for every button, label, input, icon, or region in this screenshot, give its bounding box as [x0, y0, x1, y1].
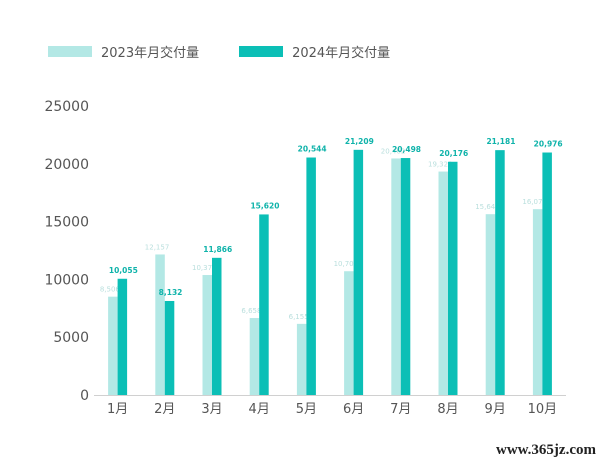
- y-tick-label: 0: [80, 388, 89, 404]
- data-label-2024-1: 10,055: [109, 266, 138, 275]
- legend-swatch-2023: [48, 46, 92, 57]
- bar-2023-7: [391, 158, 401, 395]
- data-label-2024-6: 21,209: [345, 137, 374, 146]
- legend-item-2023: 2023年月交付量: [48, 42, 199, 61]
- data-label-2024-3: 11,866: [203, 245, 232, 254]
- data-label-2023-8: 19,329: [428, 161, 453, 169]
- bar-2024-6: [353, 149, 364, 395]
- data-label-2024-10: 20,976: [534, 140, 563, 149]
- data-label-2023-9: 15,641: [475, 203, 500, 211]
- bar-2023-9: [485, 214, 496, 395]
- data-label-2023-3: 10,378: [192, 264, 217, 272]
- data-label-2023-6: 10,707: [334, 260, 359, 268]
- data-label-2024-9: 21,181: [486, 137, 515, 146]
- data-label-2024-8: 20,176: [439, 149, 468, 158]
- bar-2024-5: [306, 157, 316, 395]
- data-label-2023-10: 16,074: [522, 198, 547, 206]
- x-tick-label: 4月: [249, 402, 270, 417]
- bar-2024-4: [259, 214, 269, 395]
- y-tick-label: 15000: [44, 215, 89, 231]
- x-tick-label: 9月: [485, 402, 506, 417]
- bar-2023-8: [438, 171, 448, 395]
- data-label-2023-1: 8,506: [100, 286, 121, 294]
- data-label-2023-7: 20,462: [381, 147, 406, 155]
- chart-legend: 2023年月交付量 2024年月交付量: [48, 42, 430, 61]
- bar-2024-3: [212, 257, 222, 395]
- data-label-2024-5: 20,544: [298, 145, 327, 154]
- bar-2024-9: [495, 150, 505, 395]
- bar-2024-10: [542, 152, 552, 395]
- data-label-2024-2: 8,132: [159, 288, 183, 297]
- data-label-2023-4: 6,658: [241, 307, 261, 315]
- x-tick-label: 6月: [343, 402, 364, 417]
- y-tick-label: 5000: [53, 330, 89, 346]
- x-tick-label: 7月: [390, 402, 411, 417]
- y-tick-label: 25000: [44, 99, 89, 115]
- x-tick-label: 10月: [528, 402, 558, 417]
- y-tick-label: 20000: [44, 157, 89, 173]
- legend-item-2024: 2024年月交付量: [239, 42, 390, 61]
- x-tick-label: 2月: [154, 402, 175, 417]
- bar-2024-1: [117, 278, 128, 395]
- data-label-2024-7: 20,498: [392, 145, 421, 154]
- legend-label-2023: 2023年月交付量: [101, 46, 200, 61]
- y-tick-label: 10000: [44, 272, 89, 288]
- bar-2023-4: [249, 318, 260, 395]
- data-label-2023-2: 12,157: [145, 243, 170, 251]
- bar-2024-8: [448, 161, 458, 395]
- legend-swatch-2024: [239, 46, 284, 57]
- data-label-2023-5: 6,155: [289, 313, 309, 321]
- legend-label-2024: 2024年月交付量: [292, 46, 391, 61]
- bar-2023-6: [344, 271, 354, 395]
- x-tick-label: 5月: [296, 402, 317, 417]
- bar-2023-2: [155, 254, 165, 395]
- bar-2023-5: [296, 323, 307, 395]
- watermark-text: www.365jz.com: [496, 442, 596, 458]
- bar-2023-1: [108, 296, 118, 395]
- bar-2023-3: [202, 275, 212, 395]
- bar-2024-2: [164, 300, 175, 395]
- x-tick-label: 8月: [437, 402, 458, 417]
- data-label-2024-4: 15,620: [250, 201, 279, 210]
- bar-2023-10: [532, 209, 543, 395]
- x-tick-label: 3月: [201, 402, 222, 417]
- bar-2024-7: [400, 158, 411, 395]
- x-tick-label: 1月: [107, 402, 128, 417]
